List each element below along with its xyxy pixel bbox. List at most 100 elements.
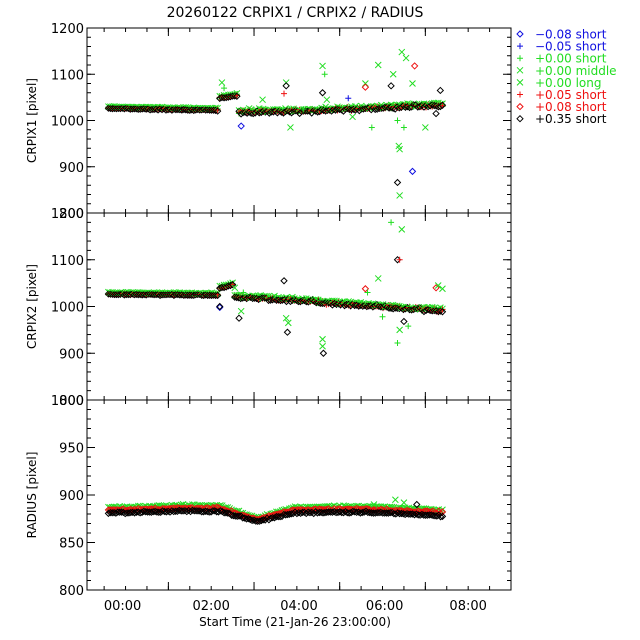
y-axis-label: RADIUS [pixel] (25, 452, 39, 539)
legend-entry: +0.35 short (516, 112, 607, 126)
data-point (388, 508, 396, 517)
outlier-point (392, 496, 399, 504)
y-tick-label: 800 (59, 394, 84, 409)
outlier-point (323, 96, 331, 104)
outlier-point (398, 226, 406, 233)
outlier-point (436, 86, 445, 95)
data-point (296, 509, 305, 518)
data-point (207, 508, 215, 516)
chart-title: 20260122 CRPIX1 / CRPIX2 / RADIUS (167, 5, 424, 21)
outlier-point (394, 117, 401, 124)
data-point (390, 509, 398, 518)
legend-label: +0.35 short (535, 112, 607, 126)
legend-entry: +0.08 short (516, 100, 607, 114)
data-point (386, 508, 394, 517)
panel-3: 800 850 900 950 1000 RADIUS [pixel] 00:00 02:00… (25, 394, 512, 614)
x-axis-label: Start Time (21-Jan-26 23:00:00) (199, 615, 391, 629)
legend-label: −0.08 short (535, 28, 607, 42)
data-point (233, 92, 241, 101)
data-marks (104, 496, 447, 526)
data-point (205, 508, 213, 516)
panel-frame (86, 27, 512, 214)
outlier-point (408, 167, 417, 176)
outlier-point (361, 83, 370, 91)
outlier-point (319, 62, 326, 70)
legend-label: +0.08 short (535, 100, 607, 114)
outlier-point (218, 79, 226, 86)
data-point (186, 507, 195, 516)
data-point (313, 509, 322, 517)
data-point (216, 507, 225, 515)
legend-symbol-plus (517, 91, 523, 98)
y-tick-label: 900 (59, 161, 84, 176)
x-tick-label: 00:00 (104, 599, 141, 614)
outlier-point (349, 113, 356, 121)
data-point (184, 504, 193, 513)
legend-label: +0.00 short (535, 52, 607, 66)
outlier-point (300, 105, 307, 112)
data-point (205, 504, 213, 513)
legend-symbol-diamond (516, 114, 524, 123)
outlier-point (413, 500, 421, 509)
outlier-point (237, 307, 245, 315)
data-point (438, 512, 447, 521)
data-point (321, 508, 329, 517)
data-point (110, 508, 118, 517)
data-point (412, 510, 421, 518)
data-point (405, 507, 413, 515)
data-point (438, 508, 447, 516)
data-point (341, 507, 350, 516)
data-point (244, 515, 253, 523)
outlier-point (281, 90, 288, 97)
data-point (345, 509, 353, 517)
data-point (212, 508, 221, 516)
data-point (358, 508, 366, 517)
legend-label: +0.05 short (535, 88, 607, 102)
outlier-point (396, 256, 403, 263)
legend-symbol-cross (516, 66, 524, 74)
outlier-point (434, 282, 442, 289)
x-tick-label: 08:00 (449, 599, 486, 614)
y-tick-label: 1000 (51, 115, 84, 130)
data-point (298, 508, 307, 517)
y-tick-label: 1100 (51, 254, 84, 269)
outlier-point (389, 70, 397, 78)
data-point (308, 508, 316, 517)
data-point (239, 514, 247, 522)
outlier-point (361, 285, 370, 293)
y-tick-label: 1200 (51, 207, 84, 222)
outlier-point (374, 61, 382, 69)
outlier-point (319, 342, 326, 350)
outlier-point (364, 289, 371, 296)
data-point (198, 508, 206, 516)
data-point (155, 508, 163, 516)
y-tick-label: 850 (59, 537, 84, 552)
outlier-point (240, 289, 247, 296)
data-point (431, 508, 439, 517)
outlier-point (282, 314, 290, 322)
outlier-point (284, 319, 292, 327)
panel-frame (86, 212, 512, 401)
legend-symbol-cross (516, 79, 524, 86)
y-tick-label: 1100 (51, 68, 84, 83)
outlier-point (410, 62, 419, 70)
data-point (123, 506, 131, 514)
panel-frame (86, 399, 512, 591)
outlier-point (280, 277, 288, 285)
data-point (130, 509, 139, 517)
outlier-point (345, 95, 352, 102)
outlier-point (396, 192, 403, 199)
outlier-point (421, 124, 429, 131)
outlier-point (216, 302, 224, 311)
legend-symbol-plus (517, 55, 523, 62)
outlier-point (231, 284, 239, 292)
outlier-point (319, 349, 328, 357)
data-point (356, 509, 365, 517)
outlier-point (370, 501, 378, 508)
data-point (156, 508, 165, 516)
legend-entry: −0.05 short (517, 40, 607, 54)
legend-entry: −0.08 short (516, 28, 607, 42)
data-point (291, 506, 299, 515)
data-point (147, 508, 156, 516)
